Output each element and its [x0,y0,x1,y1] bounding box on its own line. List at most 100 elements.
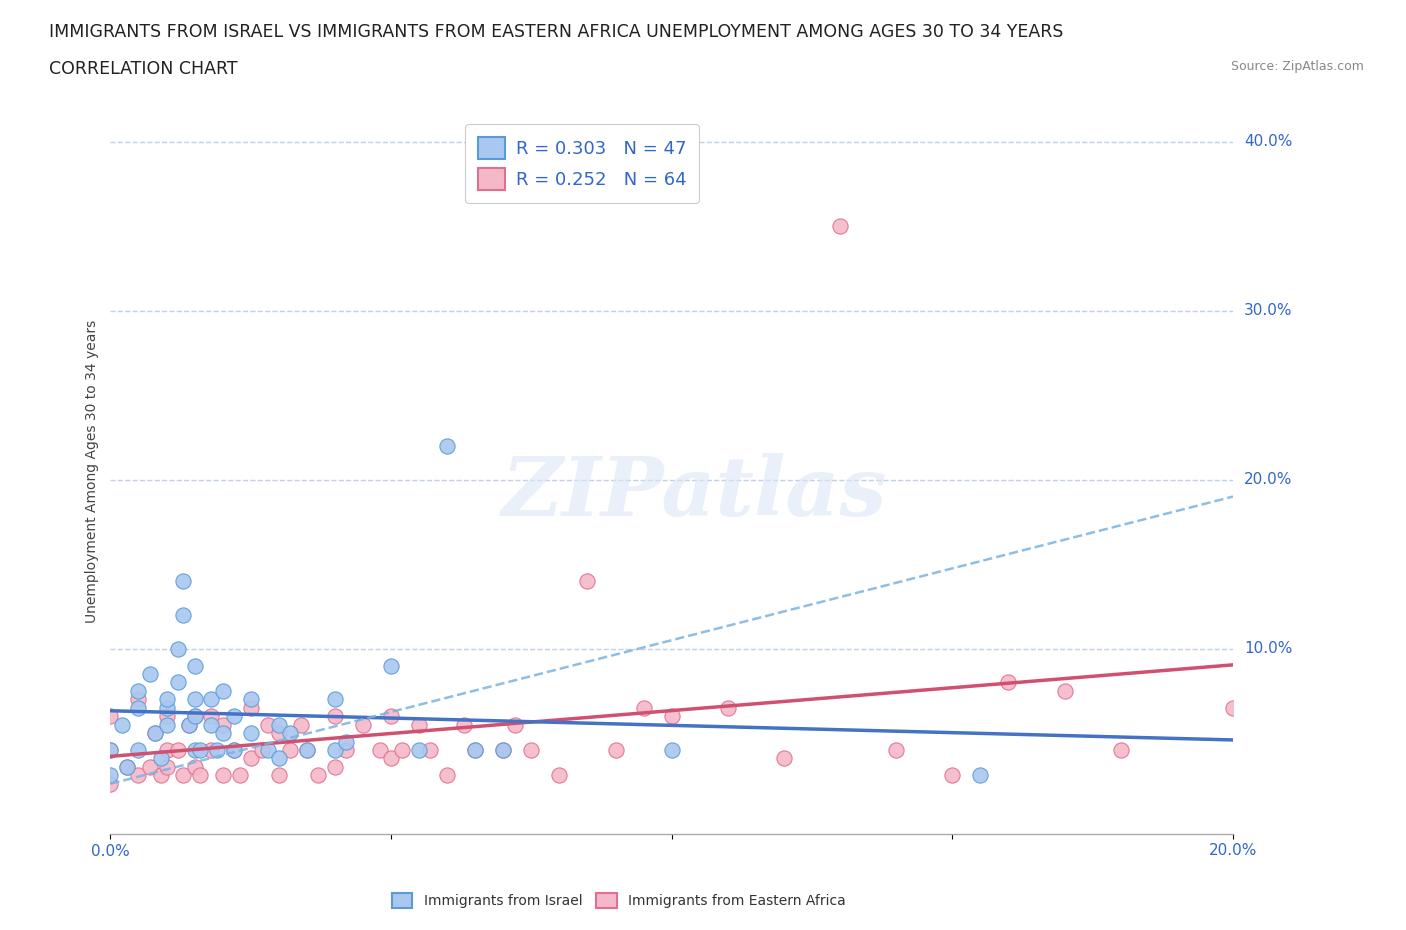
Point [492,742,515,757]
Point [352,717,374,732]
Point [100,777,122,791]
Point [419,742,441,757]
Point [267,717,290,732]
Point [250,742,273,757]
Text: 30.0%: 30.0% [1244,303,1292,318]
Point [941,768,963,783]
Text: Source: ZipAtlas.com: Source: ZipAtlas.com [1230,60,1364,73]
Point [222,742,245,757]
Point [453,717,475,732]
Point [155,742,177,757]
Point [267,751,290,766]
Point [127,768,149,783]
Point [256,717,278,732]
Point [605,742,627,757]
Point [127,692,149,707]
Point [633,700,655,715]
Point [323,692,346,707]
Point [492,742,515,757]
Point [100,768,122,783]
Point [172,574,194,589]
Point [138,760,160,775]
Point [503,717,526,732]
Point [307,768,329,783]
Point [380,658,402,673]
Point [436,438,458,453]
Point [100,742,122,757]
Point [661,709,683,724]
Point [323,709,346,724]
Point [1222,700,1244,715]
Point [183,692,205,707]
Point [576,574,599,589]
Point [183,658,205,673]
Point [183,760,205,775]
Point [267,725,290,740]
Point [239,751,262,766]
Point [155,700,177,715]
Point [828,219,851,233]
Point [267,768,290,783]
Point [391,742,413,757]
Point [520,742,543,757]
Point [117,760,139,775]
Point [127,684,149,698]
Point [117,760,139,775]
Point [166,742,188,757]
Point [155,692,177,707]
Point [149,751,172,766]
Point [183,709,205,724]
Point [969,768,991,783]
Point [166,675,188,690]
Point [200,709,222,724]
Point [188,768,211,783]
Legend: R = 0.303   N = 47, R = 0.252   N = 64: R = 0.303 N = 47, R = 0.252 N = 64 [465,125,699,203]
Point [200,717,222,732]
Point [200,692,222,707]
Point [211,684,233,698]
Point [256,742,278,757]
Point [172,607,194,622]
Point [188,742,211,757]
Point [222,709,245,724]
Point [773,751,796,766]
Point [143,725,166,740]
Point [884,742,907,757]
Point [100,709,122,724]
Text: ZIPatlas: ZIPatlas [502,453,887,533]
Point [100,742,122,757]
Point [222,742,245,757]
Point [1109,742,1132,757]
Point [177,717,200,732]
Point [408,742,430,757]
Point [155,717,177,732]
Point [278,742,301,757]
Text: 20.0%: 20.0% [1209,843,1257,857]
Point [408,717,430,732]
Point [323,742,346,757]
Point [155,709,177,724]
Point [436,768,458,783]
Point [323,760,346,775]
Point [464,742,486,757]
Point [166,641,188,656]
Point [111,717,134,732]
Point [380,709,402,724]
Point [172,768,194,783]
Point [295,742,318,757]
Point [149,768,172,783]
Point [200,742,222,757]
Point [211,725,233,740]
Point [205,742,228,757]
Point [380,751,402,766]
Point [155,760,177,775]
Point [548,768,571,783]
Point [143,725,166,740]
Point [661,742,683,757]
Point [239,700,262,715]
Point [239,692,262,707]
Point [239,725,262,740]
Point [717,700,740,715]
Y-axis label: Unemployment Among Ages 30 to 34 years: Unemployment Among Ages 30 to 34 years [86,320,100,623]
Text: IMMIGRANTS FROM ISRAEL VS IMMIGRANTS FROM EASTERN AFRICA UNEMPLOYMENT AMONG AGES: IMMIGRANTS FROM ISRAEL VS IMMIGRANTS FRO… [49,23,1063,41]
